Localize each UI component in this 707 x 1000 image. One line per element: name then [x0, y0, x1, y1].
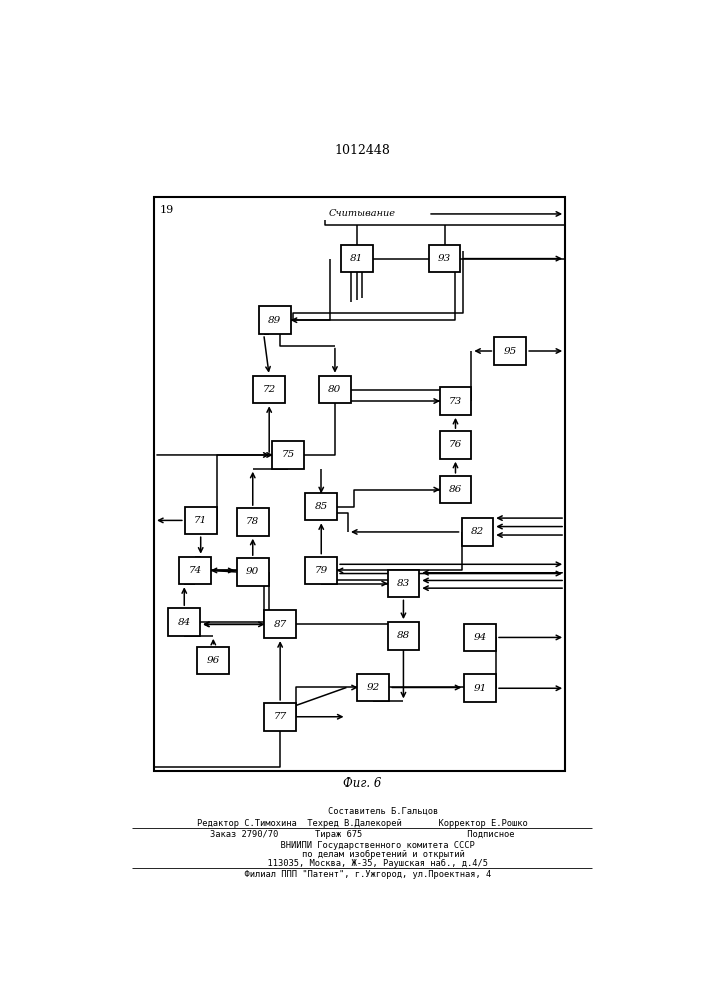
Text: Редактор С.Тимохина  Техред В.Далекорей       Корректор Е.Рошко: Редактор С.Тимохина Техред В.Далекорей К…	[197, 819, 527, 828]
Bar	[319, 376, 351, 403]
Bar	[358, 674, 389, 701]
Text: 77: 77	[274, 712, 287, 721]
Text: 95: 95	[503, 347, 517, 356]
Text: Считывание: Считывание	[329, 209, 396, 218]
Bar	[197, 647, 229, 674]
Text: 90: 90	[246, 567, 259, 576]
Text: 78: 78	[246, 517, 259, 526]
Bar	[272, 441, 304, 469]
Bar	[494, 337, 526, 365]
Text: 76: 76	[449, 440, 462, 449]
Bar	[464, 674, 496, 702]
Text: Фиг. 6: Фиг. 6	[343, 777, 382, 790]
Text: 113035, Москва, Ж-35, Раушская наб., д.4/5: 113035, Москва, Ж-35, Раушская наб., д.4…	[236, 859, 489, 868]
Bar	[253, 376, 285, 403]
Bar	[387, 622, 419, 650]
Text: 88: 88	[397, 631, 410, 640]
Text: 1012448: 1012448	[334, 144, 390, 157]
Text: 72: 72	[262, 385, 276, 394]
Bar	[264, 610, 296, 638]
Bar	[154, 197, 565, 771]
Bar	[464, 624, 496, 651]
Bar	[264, 703, 296, 731]
Text: Филиал ППП "Патент", г.Ужгород, ул.Проектная, 4: Филиал ППП "Патент", г.Ужгород, ул.Проек…	[234, 870, 491, 879]
Text: 93: 93	[438, 254, 451, 263]
Text: 80: 80	[328, 385, 341, 394]
Text: Заказ 2790/70       Тираж 675                    Подписное: Заказ 2790/70 Тираж 675 Подписное	[210, 830, 515, 839]
Text: 85: 85	[315, 502, 328, 511]
Bar	[428, 245, 460, 272]
Bar	[341, 245, 373, 272]
Bar	[305, 557, 337, 584]
Text: 73: 73	[449, 397, 462, 406]
Text: 75: 75	[282, 450, 295, 459]
Text: 82: 82	[471, 527, 484, 536]
Text: 89: 89	[268, 316, 281, 325]
Bar	[440, 387, 472, 415]
Text: 81: 81	[350, 254, 363, 263]
Bar	[237, 508, 269, 536]
Text: 86: 86	[449, 485, 462, 494]
Text: 83: 83	[397, 579, 410, 588]
Text: ВНИИПИ Государственного комитета СССР: ВНИИПИ Государственного комитета СССР	[250, 841, 475, 850]
Bar	[185, 507, 216, 534]
Text: 87: 87	[274, 620, 287, 629]
Bar	[168, 608, 200, 636]
Text: 79: 79	[315, 566, 328, 575]
Text: 91: 91	[474, 684, 486, 693]
Text: 71: 71	[194, 516, 207, 525]
Text: 96: 96	[206, 656, 220, 665]
Bar	[305, 493, 337, 520]
Bar	[440, 476, 472, 503]
Bar	[440, 431, 472, 459]
Text: 19: 19	[160, 205, 174, 215]
Bar	[237, 558, 269, 586]
Bar	[180, 557, 211, 584]
Bar	[462, 518, 493, 546]
Text: по делам изобретений и открытий: по делам изобретений и открытий	[260, 850, 464, 859]
Bar	[387, 570, 419, 597]
Text: 74: 74	[189, 566, 201, 575]
Bar	[259, 306, 291, 334]
Text: 84: 84	[177, 618, 191, 627]
Text: 92: 92	[367, 683, 380, 692]
Text: 94: 94	[474, 633, 486, 642]
Text: Составитель Б.Гальцов: Составитель Б.Гальцов	[286, 807, 438, 816]
